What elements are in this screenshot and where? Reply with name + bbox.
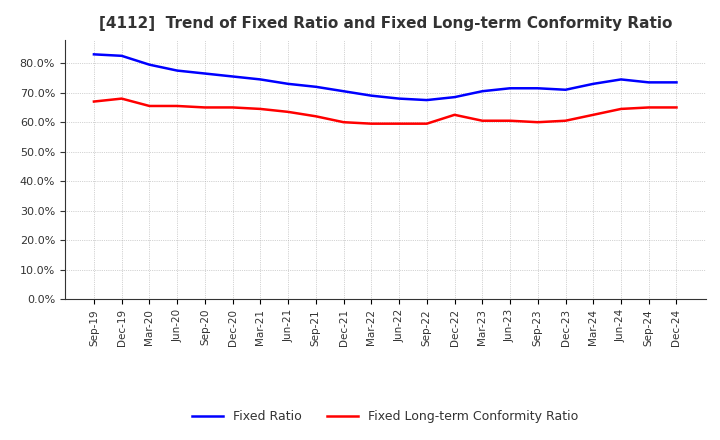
Fixed Long-term Conformity Ratio — [534, 120, 542, 125]
Fixed Long-term Conformity Ratio — [367, 121, 376, 126]
Fixed Long-term Conformity Ratio — [117, 96, 126, 101]
Fixed Ratio — [505, 86, 514, 91]
Fixed Ratio — [395, 96, 403, 101]
Fixed Long-term Conformity Ratio — [228, 105, 237, 110]
Fixed Ratio — [616, 77, 625, 82]
Fixed Ratio — [284, 81, 292, 87]
Fixed Ratio — [561, 87, 570, 92]
Fixed Long-term Conformity Ratio — [256, 106, 265, 112]
Fixed Ratio — [589, 81, 598, 87]
Fixed Ratio — [367, 93, 376, 98]
Fixed Ratio — [478, 88, 487, 94]
Fixed Ratio — [672, 80, 681, 85]
Fixed Long-term Conformity Ratio — [644, 105, 653, 110]
Fixed Long-term Conformity Ratio — [201, 105, 210, 110]
Fixed Ratio — [534, 86, 542, 91]
Fixed Long-term Conformity Ratio — [672, 105, 681, 110]
Fixed Ratio — [145, 62, 154, 67]
Fixed Long-term Conformity Ratio — [589, 112, 598, 117]
Fixed Long-term Conformity Ratio — [339, 120, 348, 125]
Fixed Ratio — [228, 74, 237, 79]
Fixed Long-term Conformity Ratio — [505, 118, 514, 123]
Fixed Long-term Conformity Ratio — [395, 121, 403, 126]
Fixed Long-term Conformity Ratio — [478, 118, 487, 123]
Fixed Ratio — [173, 68, 181, 73]
Fixed Long-term Conformity Ratio — [145, 103, 154, 109]
Fixed Long-term Conformity Ratio — [173, 103, 181, 109]
Fixed Long-term Conformity Ratio — [616, 106, 625, 112]
Fixed Long-term Conformity Ratio — [450, 112, 459, 117]
Fixed Ratio — [256, 77, 265, 82]
Fixed Ratio — [450, 95, 459, 100]
Fixed Ratio — [423, 97, 431, 103]
Fixed Long-term Conformity Ratio — [561, 118, 570, 123]
Title: [4112]  Trend of Fixed Ratio and Fixed Long-term Conformity Ratio: [4112] Trend of Fixed Ratio and Fixed Lo… — [99, 16, 672, 32]
Line: Fixed Ratio: Fixed Ratio — [94, 55, 677, 100]
Fixed Long-term Conformity Ratio — [423, 121, 431, 126]
Fixed Long-term Conformity Ratio — [312, 114, 320, 119]
Fixed Ratio — [644, 80, 653, 85]
Fixed Ratio — [117, 53, 126, 59]
Fixed Ratio — [201, 71, 210, 76]
Legend: Fixed Ratio, Fixed Long-term Conformity Ratio: Fixed Ratio, Fixed Long-term Conformity … — [187, 405, 583, 428]
Line: Fixed Long-term Conformity Ratio: Fixed Long-term Conformity Ratio — [94, 99, 677, 124]
Fixed Ratio — [339, 88, 348, 94]
Fixed Ratio — [89, 52, 98, 57]
Fixed Ratio — [312, 84, 320, 89]
Fixed Long-term Conformity Ratio — [89, 99, 98, 104]
Fixed Long-term Conformity Ratio — [284, 109, 292, 114]
